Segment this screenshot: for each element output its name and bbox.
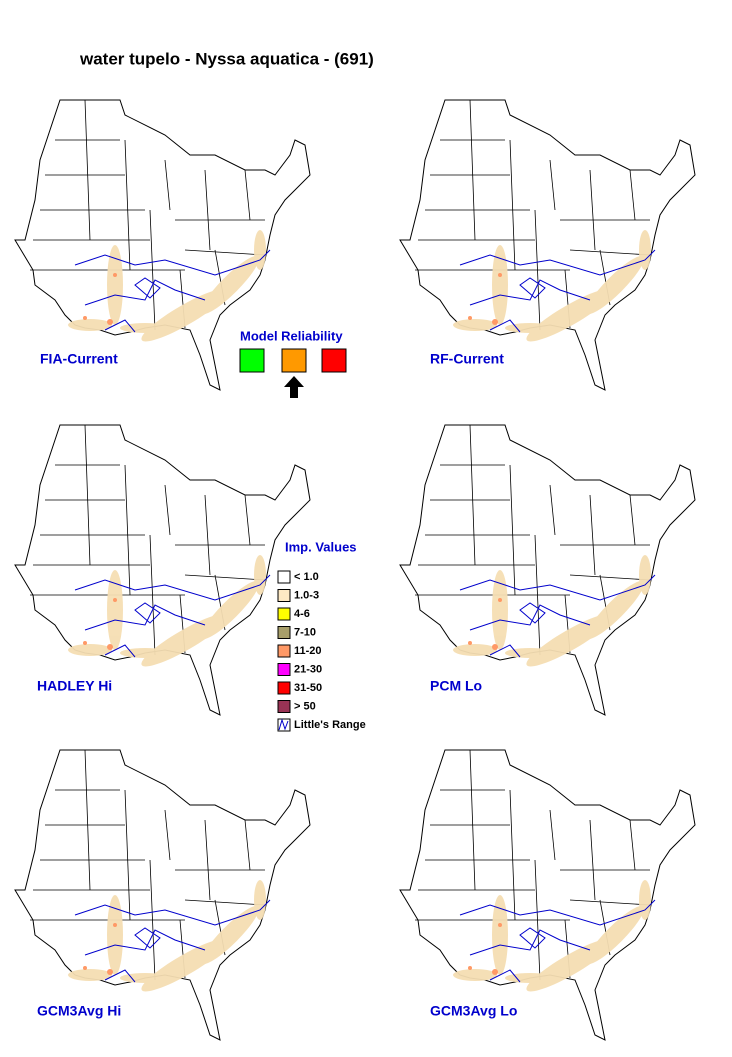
map [14, 99, 311, 391]
reliability-arrow [284, 376, 304, 398]
legend-swatch [277, 700, 291, 713]
legend-label: 7-10 [294, 626, 316, 638]
legend-swatch [277, 663, 291, 676]
panel-label: PCM Lo [430, 678, 482, 694]
panel-label: RF-Current [430, 351, 504, 367]
legend-title: Imp. Values [285, 539, 357, 554]
legend-swatch [277, 607, 291, 621]
panel-label: GCM3Avg Lo [430, 1003, 517, 1019]
legend-swatch [277, 589, 291, 602]
legend-swatch [277, 626, 291, 639]
map [399, 424, 696, 716]
legend-label: 4-6 [294, 608, 310, 620]
map [14, 424, 311, 716]
map [399, 749, 696, 1041]
legend-label: 31-50 [294, 682, 322, 694]
legend-label: 21-30 [294, 663, 322, 675]
range-icon [278, 718, 289, 731]
legend-swatch [277, 570, 291, 584]
legend-label: > 50 [294, 700, 316, 712]
legend-label: 1.0-3 [294, 589, 319, 601]
legend-label: Little's Range [294, 719, 366, 731]
legend-label: < 1.0 [294, 571, 319, 583]
panel-label: HADLEY Hi [37, 678, 112, 694]
title: water tupelo - Nyssa aquatica - (691) [79, 49, 374, 68]
map [399, 99, 696, 391]
map [14, 749, 311, 1041]
panel-label: FIA-Current [40, 351, 118, 367]
panel-label: GCM3Avg Hi [37, 1003, 121, 1019]
reliability-title: Model Reliability [240, 328, 343, 343]
legend-swatch [277, 644, 291, 658]
reliability-box [281, 348, 307, 373]
reliability-box [321, 348, 347, 373]
legend-swatch [277, 681, 291, 695]
reliability-box [239, 348, 265, 373]
legend-label: 11-20 [294, 645, 322, 657]
legend: < 1.0 1.0-3 4-6 7-10 11-20 21-30 31-50 > 50 Litt… [277, 570, 366, 732]
